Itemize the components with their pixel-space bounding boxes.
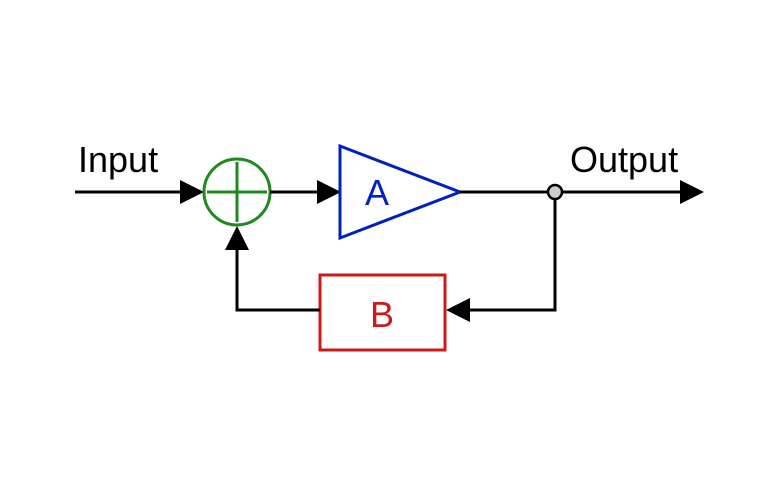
amplifier-label: A bbox=[365, 172, 389, 213]
tap-node bbox=[548, 185, 562, 199]
feedback-wire-to-b bbox=[450, 199, 555, 310]
feedback-block-diagram: Input Output A B bbox=[0, 0, 768, 504]
feedback-wire-from-b bbox=[237, 230, 320, 310]
input-label: Input bbox=[78, 139, 158, 180]
output-label: Output bbox=[570, 139, 678, 180]
feedback-label: B bbox=[370, 294, 394, 335]
amplifier-block bbox=[340, 146, 460, 238]
summing-junction bbox=[204, 159, 270, 225]
